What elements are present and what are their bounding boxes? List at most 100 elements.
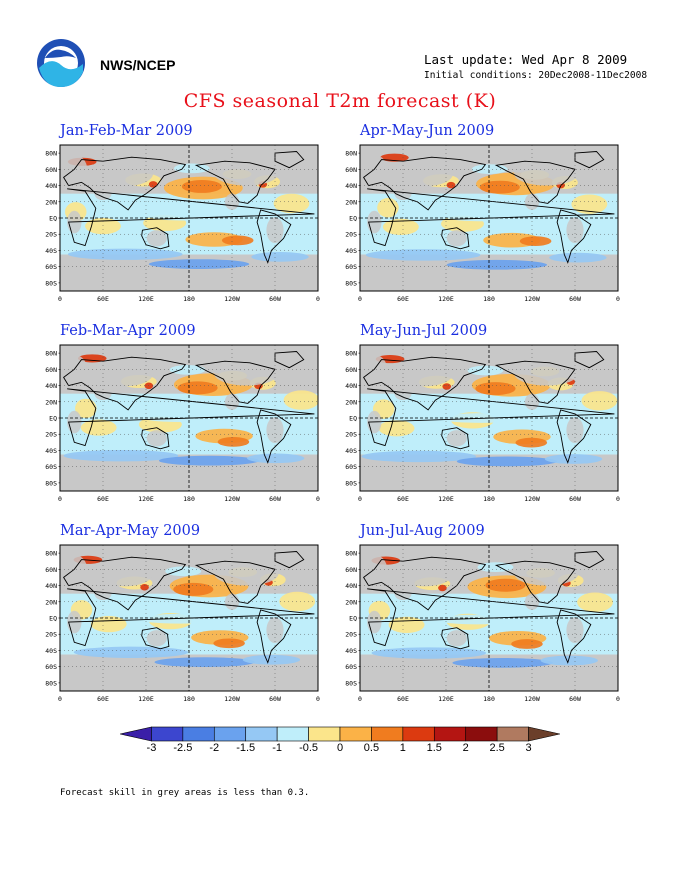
lat-tick-label: 20N [345,198,357,206]
lon-tick-label: 120W [524,295,540,303]
lat-tick-label: EQ [49,615,57,623]
anomaly-region [544,454,603,464]
anomaly-region [378,420,415,437]
anomaly-region [365,249,481,261]
coastline [274,351,305,369]
lon-tick-label: 0 [316,495,320,503]
lon-tick-label: 0 [358,695,362,703]
lat-tick-label: 80N [345,550,357,558]
coastline [574,151,605,169]
anomaly-region [63,450,179,462]
colorbar-swatch [120,726,152,742]
anomaly-region [456,456,558,467]
anomaly-region [581,391,618,411]
colorbar-tick-label: 2 [462,742,469,754]
lon-tick-label: 180 [483,295,495,303]
low-skill-region [374,677,618,689]
forecast-panel: Feb-Mar-Apr 2009 80N 60N 40N 20N EQ 20S 40S 60S… [38,323,324,508]
anomaly-region [283,390,318,410]
lon-tick-label: 0 [58,295,62,303]
coastline [494,160,576,204]
lat-tick-label: 20S [45,231,57,239]
lon-tick-label: 120W [224,495,240,503]
anomaly-region [438,584,447,592]
colorbar-tick-label: 1.5 [426,742,442,754]
coastline [67,588,315,647]
anomaly-region [148,181,158,188]
colorbar-tick-label: 2.5 [489,742,505,754]
low-skill-region [514,561,579,586]
coastline [441,627,470,650]
lon-tick-label: 60E [397,295,409,303]
colorbar-swatch [402,726,435,742]
colorbar-swatch [496,726,529,742]
low-skill-region [374,477,618,489]
anomaly-region [85,218,121,235]
anomaly-region [377,197,399,218]
anomaly-region [165,566,202,577]
lat-tick-label: 80N [45,350,57,358]
colorbar-tick-label: -0.5 [299,742,319,754]
coastline [494,560,576,604]
coastline [256,409,292,464]
anomaly-region [471,164,508,174]
low-skill-region [74,277,318,289]
lon-tick-label: 60E [397,695,409,703]
colorbar-tick-label: -1 [272,742,283,754]
anomaly-region [173,163,210,174]
anomaly-region [388,616,425,634]
lon-tick-label: 60E [97,495,109,503]
lon-tick-label: 0 [316,695,320,703]
coastline [363,356,487,411]
anomaly-region [579,431,601,445]
coastline [194,360,276,404]
coastline [367,588,615,647]
low-skill-region [566,617,584,644]
anomaly-region [446,259,548,270]
lat-tick-label: 20S [45,631,57,639]
lat-tick-label: EQ [349,615,357,623]
lat-tick-label: 40N [45,182,57,190]
panel-title: Feb-Mar-Apr 2009 [60,323,196,339]
coastline [67,388,315,447]
lat-tick-label: 60N [345,566,357,574]
anomaly-region [242,654,301,665]
lat-tick-label: 20N [345,398,357,406]
colorbar [120,726,560,742]
anomaly-region [516,222,575,239]
coastline [256,209,292,264]
lon-tick-label: 120W [224,295,240,303]
anomaly-region [221,235,254,246]
low-skill-region [214,161,279,186]
lon-tick-label: 0 [358,495,362,503]
colorbar-tick-label: 3 [525,742,532,754]
lon-tick-label: 0 [616,495,620,503]
footnote: Forecast skill in grey areas is less tha… [60,788,310,798]
lon-tick-label: 60W [569,495,581,503]
colorbar-swatch [465,726,498,742]
coastline [556,209,592,264]
low-skill-region [146,430,167,447]
lat-tick-label: EQ [49,415,57,423]
anomaly-region [511,639,543,649]
low-skill-region [374,277,618,289]
lat-tick-label: 80S [45,279,57,287]
anomaly-region [442,383,452,390]
low-skill-region [446,630,467,647]
anomaly-region [169,364,206,375]
colorbar-swatch [213,726,247,742]
lon-tick-label: 120E [138,295,154,303]
coastline [141,227,170,250]
lat-tick-label: 60S [45,463,57,471]
lat-tick-label: 60N [45,566,57,574]
lat-tick-label: 80S [45,479,57,487]
lon-tick-label: 120E [138,695,154,703]
lat-tick-label: 20N [45,598,57,606]
lat-tick-label: 80S [345,479,357,487]
lat-tick-label: 80S [45,679,57,687]
lat-tick-label: 40N [345,382,357,390]
anomaly-region [219,221,277,238]
coastline [67,188,315,247]
